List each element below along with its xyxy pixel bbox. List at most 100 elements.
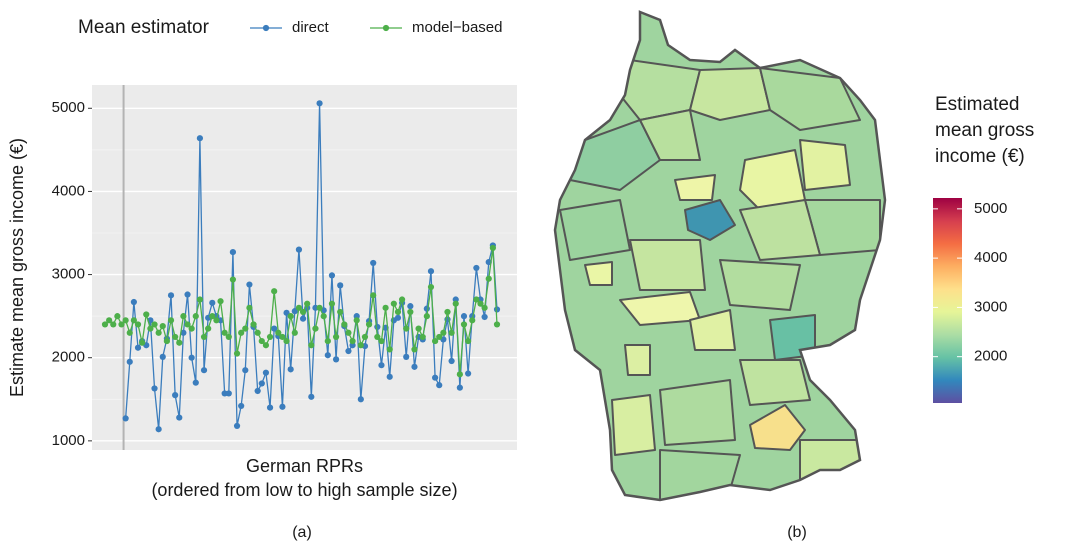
y-axis-title: Estimate mean gross income (€) xyxy=(7,138,27,397)
data-point xyxy=(262,369,270,376)
data-point xyxy=(452,300,459,307)
data-point xyxy=(225,390,232,397)
data-point xyxy=(159,353,166,360)
data-point xyxy=(126,329,133,336)
data-point xyxy=(316,100,323,107)
data-point xyxy=(493,321,501,328)
data-point xyxy=(448,329,455,336)
data-point xyxy=(423,313,430,320)
data-point xyxy=(101,321,109,328)
data-point xyxy=(308,393,315,400)
data-point xyxy=(151,385,158,392)
data-point xyxy=(489,244,496,252)
data-point xyxy=(341,321,348,328)
data-point xyxy=(167,292,175,299)
data-point xyxy=(271,288,278,295)
data-point xyxy=(440,329,447,336)
region xyxy=(739,199,821,261)
region xyxy=(559,199,631,261)
data-point xyxy=(238,329,245,336)
data-point xyxy=(139,339,146,346)
data-point xyxy=(279,333,286,341)
data-point xyxy=(337,282,344,289)
y-tick-label: 5000 xyxy=(52,99,85,116)
data-point xyxy=(403,325,410,332)
data-point xyxy=(394,314,402,321)
data-point xyxy=(320,313,327,320)
data-point xyxy=(287,313,294,320)
region xyxy=(611,394,656,456)
data-point xyxy=(283,337,290,345)
data-point xyxy=(143,311,150,318)
data-point xyxy=(200,367,208,374)
x-axis-title: (ordered from low to high sample size) xyxy=(151,480,457,500)
data-point xyxy=(345,329,352,336)
data-point xyxy=(477,300,484,307)
data-point xyxy=(147,325,154,332)
data-point xyxy=(130,317,137,324)
data-point xyxy=(163,337,170,345)
data-point xyxy=(106,317,113,324)
data-point xyxy=(357,342,364,349)
data-point xyxy=(287,366,294,373)
data-point xyxy=(469,317,476,324)
data-point xyxy=(180,313,187,320)
data-point xyxy=(233,350,241,357)
data-point xyxy=(188,354,195,361)
legend-title: Estimated xyxy=(935,94,1019,115)
data-point xyxy=(172,333,179,341)
data-point xyxy=(316,304,323,311)
data-point xyxy=(378,362,385,369)
data-point xyxy=(134,344,142,351)
data-point xyxy=(345,347,352,355)
legend-key-point xyxy=(262,24,270,32)
data-point xyxy=(291,308,298,315)
data-point xyxy=(382,304,389,311)
data-point xyxy=(295,246,303,253)
data-point xyxy=(403,353,410,360)
data-point xyxy=(415,325,422,332)
data-point xyxy=(427,283,435,291)
data-point xyxy=(209,313,216,320)
data-point xyxy=(118,321,125,328)
data-point xyxy=(349,337,356,345)
region xyxy=(749,404,806,451)
legend-title: Mean estimator xyxy=(78,17,210,38)
region xyxy=(629,239,706,291)
data-point xyxy=(205,325,212,332)
plot-panel xyxy=(92,85,517,450)
data-point xyxy=(432,337,439,345)
region xyxy=(639,109,701,161)
region xyxy=(799,139,851,191)
data-point xyxy=(448,357,455,365)
data-point xyxy=(295,304,303,311)
data-point xyxy=(271,325,278,332)
data-point xyxy=(254,329,261,336)
data-point xyxy=(436,382,443,389)
region xyxy=(689,309,736,351)
data-point xyxy=(188,325,195,332)
data-point xyxy=(233,422,241,429)
data-point xyxy=(394,308,402,316)
data-point xyxy=(229,249,237,256)
data-point xyxy=(151,321,158,328)
data-point xyxy=(432,374,439,381)
y-tick-label: 4000 xyxy=(52,182,85,199)
data-point xyxy=(130,298,137,306)
region xyxy=(689,67,771,121)
data-point xyxy=(436,333,443,341)
legend-label: direct xyxy=(292,19,330,36)
data-point xyxy=(250,321,257,328)
data-point xyxy=(357,396,364,403)
data-point xyxy=(328,300,336,307)
data-point xyxy=(324,337,331,345)
data-point xyxy=(481,313,488,321)
data-point xyxy=(473,296,480,303)
legend-title: mean gross xyxy=(935,120,1034,141)
data-point xyxy=(353,317,360,324)
data-point xyxy=(192,313,199,320)
map-regions xyxy=(555,12,885,500)
region xyxy=(769,314,816,361)
caption: (b) xyxy=(787,524,807,541)
data-point xyxy=(159,323,166,330)
